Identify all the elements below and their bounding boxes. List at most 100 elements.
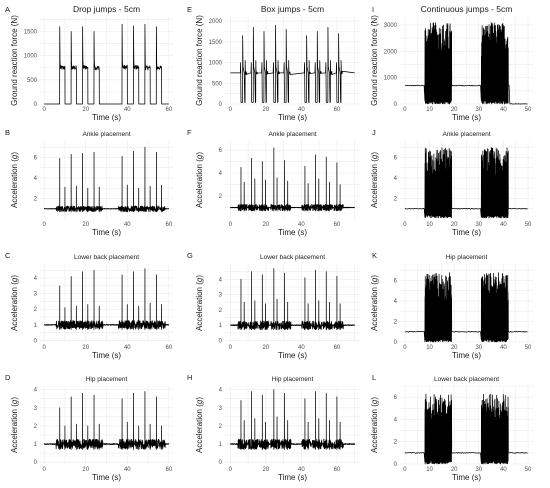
y-tick-label: 1 [34,323,38,329]
panel-b: 0 20 40 60 2 4 6 Time (s) Acceleration (g) Ankle … [5,128,173,237]
y-axis-title: Acceleration (g) [195,275,204,331]
panel-g: 0 20 40 60 0 1 2 3 4 Time (s) Acceleration (g) Lowe… [187,251,360,360]
y-axis-title: Ground reaction force (N) [195,15,204,106]
panel-a: 0 20 40 60 0 500 1000 1500 Time (s) Ground reacti… [5,4,173,122]
x-tick-label: 60 [334,222,341,228]
signal-line [230,389,355,450]
panel-title: Hip placement [86,376,128,383]
panel-h: 0 20 40 60 0 1 2 3 4 Time (s) Acceleration (g) Hip … [187,373,360,482]
x-tick-label: 0 [42,467,46,473]
x-tick-label: 0 [42,107,46,113]
x-tick-label: 40 [124,345,131,351]
x-tick-label: 60 [334,467,341,473]
x-tick-label: 50 [525,345,532,351]
y-tick-label: 0 [219,338,223,344]
x-tick-label: 0 [229,107,233,113]
x-tick-label: 10 [426,222,433,228]
x-tick-label: 40 [298,345,305,351]
signal-line [43,146,170,213]
signal-line [404,393,528,465]
x-tick-label: 10 [426,345,433,351]
y-tick-label: 4 [219,388,223,394]
y-tick-label: 4 [394,299,398,305]
panel-title: Ankle placement [82,131,130,138]
x-axis-title: Time (s) [278,228,307,237]
y-tick-label: 1 [34,442,38,448]
x-axis-title: Time (s) [452,351,481,360]
signal-line [230,268,356,331]
x-tick-label: 30 [475,345,482,351]
signal-line [230,24,355,103]
x-tick-label: 20 [82,467,89,473]
panel-title: Lower back placement [260,254,325,261]
y-tick-label: 500 [27,78,38,84]
y-tick-label: 3000 [384,23,398,29]
x-tick-label: 0 [403,467,407,473]
y-tick-label: 0 [219,102,223,108]
x-tick-label: 60 [334,107,341,113]
x-tick-label: 40 [500,467,507,473]
x-tick-label: 60 [166,222,173,228]
x-tick-label: 60 [166,107,173,113]
y-tick-label: 1 [219,442,223,448]
y-tick-label: 0 [394,102,398,108]
y-axis-title: Acceleration (g) [10,275,19,331]
y-tick-label: 0 [394,462,398,468]
x-axis-title: Time (s) [278,113,307,122]
x-tick-label: 30 [475,467,482,473]
y-tick-label: 0 [34,460,38,466]
x-axis-title: Time (s) [452,228,481,237]
x-tick-label: 50 [525,222,532,228]
y-axis-title: Ground reaction force (N) [10,15,19,106]
x-tick-label: 40 [298,222,305,228]
y-tick-label: 0 [34,338,38,344]
x-axis-title: Time (s) [92,228,121,237]
y-tick-label: 3 [34,292,38,298]
signal-line [43,268,170,330]
y-tick-label: 6 [394,155,398,161]
x-tick-label: 20 [82,107,89,113]
x-tick-label: 40 [500,222,507,228]
y-tick-label: 3 [34,406,38,412]
signal-line [404,22,528,105]
y-axis-title: Acceleration (g) [10,152,19,208]
x-tick-label: 0 [42,345,46,351]
panel-letter: J [372,128,376,137]
y-tick-label: 2 [394,440,398,446]
panel-letter: G [187,251,193,260]
y-tick-label: 1000 [24,54,38,60]
x-tick-label: 30 [475,222,482,228]
y-tick-label: 1000 [209,61,223,67]
y-tick-label: 4 [219,277,223,283]
y-tick-label: 4 [394,176,398,182]
panel-letter: L [372,373,376,382]
x-tick-label: 0 [229,345,233,351]
x-axis-title: Time (s) [278,351,307,360]
y-tick-label: 500 [212,81,223,87]
x-tick-label: 40 [500,345,507,351]
panel-letter: I [372,5,374,14]
x-tick-label: 50 [525,467,532,473]
x-tick-label: 20 [82,345,89,351]
x-tick-label: 40 [124,222,131,228]
x-tick-label: 40 [500,107,507,113]
signal-line [404,272,528,343]
y-axis-title: Acceleration (g) [195,397,204,453]
panel-title: Drop jumps - 5cm [73,4,140,14]
x-tick-label: 0 [229,467,233,473]
y-tick-label: 2 [34,196,38,202]
y-tick-label: 3 [219,406,223,412]
x-tick-label: 40 [298,467,305,473]
y-tick-label: 2 [219,308,223,314]
x-tick-label: 30 [475,107,482,113]
panel-letter: C [5,251,11,260]
x-tick-label: 40 [124,107,131,113]
x-tick-label: 20 [263,467,270,473]
y-tick-label: 4 [34,276,38,282]
signal-line [44,23,169,105]
x-axis-title: Time (s) [278,473,307,482]
y-tick-label: 3 [219,293,223,299]
y-tick-label: 4 [34,176,38,182]
y-axis-title: Acceleration (g) [370,152,379,208]
panel-letter: A [5,5,10,14]
